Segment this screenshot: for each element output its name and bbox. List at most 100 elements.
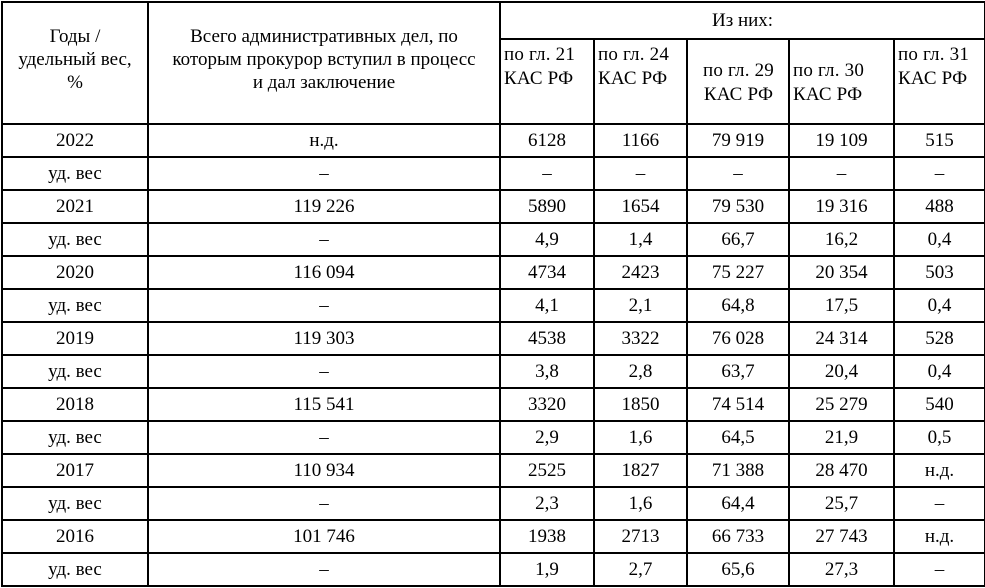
table-row: уд. вес – – – – – –: [1, 156, 985, 191]
table-row: уд. вес –2,9 1,6 64,5 21,9 0,5: [1, 420, 985, 455]
cell-ch31: 488: [892, 189, 985, 224]
cell-total: 115 541: [147, 387, 501, 422]
cell-ch24: 1,6: [593, 420, 688, 455]
header-ch24: по гл. 24 КАС РФ: [593, 38, 688, 125]
cell-ch24: –: [593, 156, 688, 191]
table-row: 2019 119 303 4538 3322 76 028 24 314 528: [1, 321, 985, 356]
cell-ch21: 3,8: [499, 354, 595, 389]
cell-ch30: 19 109: [788, 123, 895, 158]
cell-ch21: 4734: [499, 255, 595, 290]
cell-year: уд. вес: [1, 486, 149, 521]
header-total: Всего административных дел, по которым п…: [147, 1, 501, 125]
cell-year: уд. вес: [1, 156, 149, 191]
cell-total: –: [147, 420, 501, 455]
cell-year: уд. вес: [1, 222, 149, 257]
cell-year: 2021: [1, 189, 149, 224]
cell-ch30: 20,4: [788, 354, 895, 389]
cell-ch31: н.д.: [892, 453, 985, 488]
cell-ch24: 2713: [593, 519, 688, 554]
cell-ch31: 0,5: [892, 420, 985, 455]
cell-ch24: 2,8: [593, 354, 688, 389]
cell-ch21: 4538: [499, 321, 595, 356]
cell-year: 2017: [1, 453, 149, 488]
cell-ch31: 0,4: [892, 222, 985, 257]
cell-ch31: 0,4: [892, 354, 985, 389]
cell-ch24: 1654: [593, 189, 688, 224]
cell-ch30: 25,7: [788, 486, 895, 521]
cell-ch29: 64,8: [686, 288, 790, 323]
cell-ch31: 503: [892, 255, 985, 290]
cell-ch21: 2525: [499, 453, 595, 488]
table-row: 2020 116 094 4734 2423 75 227 20 354 503: [1, 255, 985, 290]
cell-total: н.д.: [147, 123, 501, 158]
cell-ch30: 25 279: [788, 387, 895, 422]
cell-ch31: 0,4: [892, 288, 985, 323]
cell-ch30: 16,2: [788, 222, 895, 257]
cell-ch29: 76 028: [686, 321, 790, 356]
cell-ch24: 1,4: [593, 222, 688, 257]
cell-ch24: 1827: [593, 453, 688, 488]
cell-total: 116 094: [147, 255, 501, 290]
table-row: уд. вес –1,9 2,7 65,6 27,3–: [1, 552, 985, 587]
table-row: 2018 115 541 3320 1850 74 514 25 279 540: [1, 387, 985, 422]
cell-ch29: –: [686, 156, 790, 191]
cell-total: 119 226: [147, 189, 501, 224]
cell-ch21: 1,9: [499, 552, 595, 587]
cell-ch29: 63,7: [686, 354, 790, 389]
cell-year: уд. вес: [1, 552, 149, 587]
cell-ch21: 2,9: [499, 420, 595, 455]
cell-ch29: 65,6: [686, 552, 790, 587]
cell-ch30: 27,3: [788, 552, 895, 587]
cell-year: 2020: [1, 255, 149, 290]
table-row: уд. вес –3,8 2,8 63,7 20,4 0,4: [1, 354, 985, 389]
cell-ch29: 74 514: [686, 387, 790, 422]
cell-year: уд. вес: [1, 288, 149, 323]
cell-ch24: 2423: [593, 255, 688, 290]
cell-ch21: 1938: [499, 519, 595, 554]
header-ch30: по гл. 30 КАС РФ: [788, 38, 895, 125]
cell-year: 2019: [1, 321, 149, 356]
cell-ch29: 66,7: [686, 222, 790, 257]
header-ch29: по гл. 29 КАС РФ: [686, 38, 790, 125]
cell-ch31: –: [892, 156, 985, 191]
table-row: уд. вес –4,1 2,1 64,8 17,5 0,4: [1, 288, 985, 323]
cell-ch30: 24 314: [788, 321, 895, 356]
cell-ch29: 64,5: [686, 420, 790, 455]
cell-ch21: 3320: [499, 387, 595, 422]
cell-ch31: –: [892, 486, 985, 521]
table-row: 2017 110 934 2525 1827 71 388 28 470 н.д.: [1, 453, 985, 488]
cell-ch29: 79 919: [686, 123, 790, 158]
cell-ch29: 71 388: [686, 453, 790, 488]
cell-ch21: 4,1: [499, 288, 595, 323]
cell-ch21: –: [499, 156, 595, 191]
table-row: 2021 119 226 5890 1654 79 530 19 316 488: [1, 189, 985, 224]
table-row: 2016 101 746 1938 2713 66 733 27 743 н.д.: [1, 519, 985, 554]
cell-total: –: [147, 354, 501, 389]
cell-ch31: 528: [892, 321, 985, 356]
cell-ch30: 20 354: [788, 255, 895, 290]
table-row: уд. вес –2,3 1,6 64,4 25,7–: [1, 486, 985, 521]
cell-ch30: 19 316: [788, 189, 895, 224]
table-row: 2022 н.д. 6128 1166 79 919 19 109 515: [1, 123, 985, 158]
cell-ch21: 2,3: [499, 486, 595, 521]
cell-ch30: 28 470: [788, 453, 895, 488]
cell-total: –: [147, 222, 501, 257]
cell-ch21: 4,9: [499, 222, 595, 257]
cell-ch24: 1850: [593, 387, 688, 422]
cell-year: уд. вес: [1, 354, 149, 389]
cell-total: 110 934: [147, 453, 501, 488]
cell-total: –: [147, 552, 501, 587]
cell-ch31: н.д.: [892, 519, 985, 554]
header-of-them: Из них:: [498, 1, 985, 40]
cell-ch21: 6128: [499, 123, 595, 158]
cell-ch24: 2,7: [593, 552, 688, 587]
header-years: Годы / удельный вес, %: [1, 1, 149, 125]
cell-year: 2018: [1, 387, 149, 422]
cell-total: –: [147, 288, 501, 323]
cell-total: –: [147, 486, 501, 521]
cell-total: 101 746: [147, 519, 501, 554]
cell-year: уд. вес: [1, 420, 149, 455]
cell-ch30: 17,5: [788, 288, 895, 323]
cell-ch24: 2,1: [593, 288, 688, 323]
